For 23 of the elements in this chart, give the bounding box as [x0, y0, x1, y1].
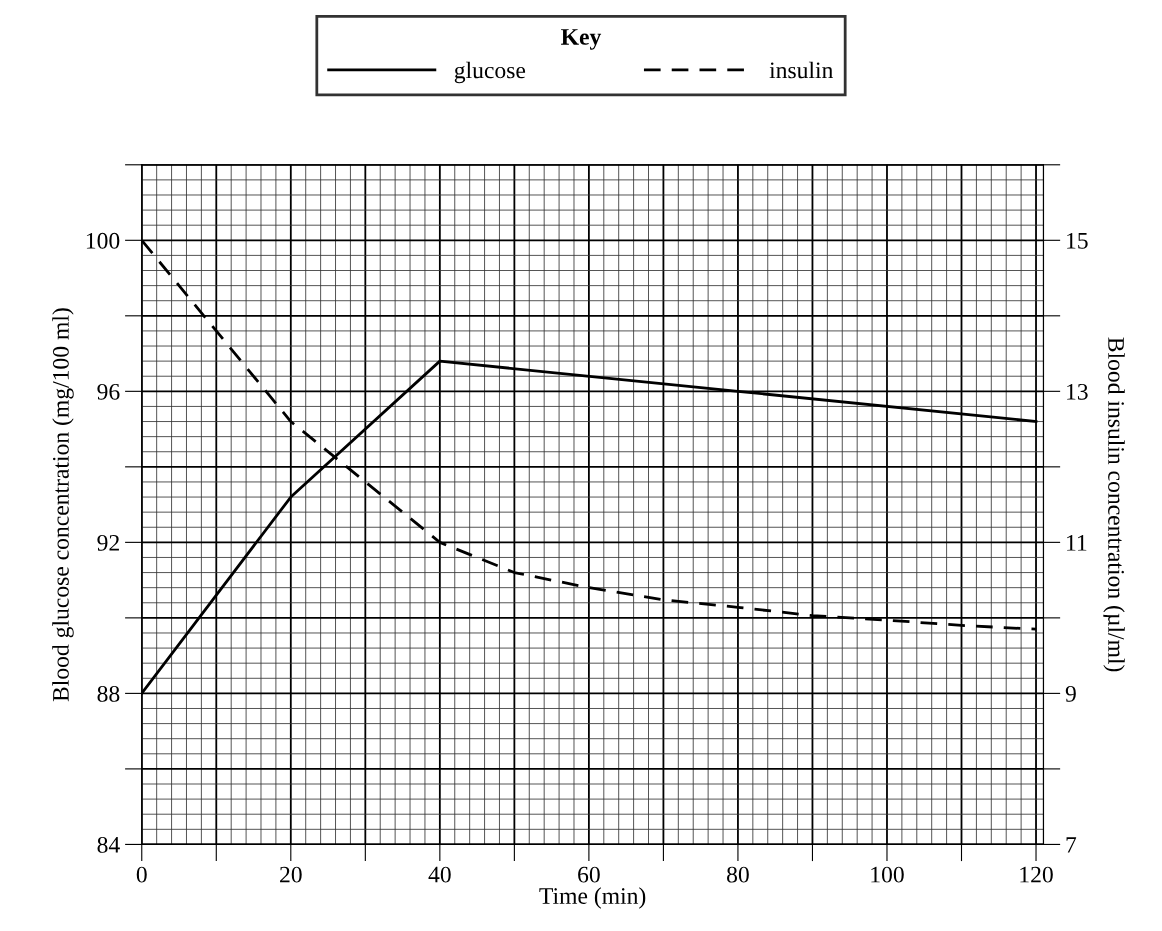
legend-title: Key: [561, 29, 602, 50]
legend-label: glucose: [454, 61, 526, 84]
x-tick-label: 0: [136, 866, 147, 883]
x-axis-title: Time (min): [539, 887, 646, 909]
y2-tick-label: 11: [1067, 534, 1087, 551]
y-tick-label: 84: [97, 836, 120, 853]
x-tick-label: 80: [727, 866, 749, 883]
y2-tick-label: 15: [1067, 232, 1088, 249]
y-tick-label: 88: [97, 685, 120, 702]
y2-axis-title: Blood insulin concentration (µl/ml): [1103, 337, 1125, 672]
y2-tick-label: 7: [1066, 837, 1077, 853]
x-tick-label: 60: [578, 866, 600, 883]
x-tick-label: 100: [871, 866, 904, 883]
y-tick-label: 100: [86, 232, 120, 249]
y-tick-label: 96: [97, 383, 120, 400]
x-tick-label: 20: [280, 866, 302, 883]
x-tick-label: 120: [1020, 866, 1053, 883]
y-tick-label: 92: [97, 534, 119, 551]
y2-tick-label: 13: [1067, 383, 1088, 400]
y2-tick-label: 9: [1065, 685, 1076, 702]
y-axis-title: Blood glucose concentration (mg/100 ml): [52, 308, 74, 702]
legend-label: insulin: [769, 61, 834, 79]
x-tick-label: 40: [428, 866, 451, 883]
